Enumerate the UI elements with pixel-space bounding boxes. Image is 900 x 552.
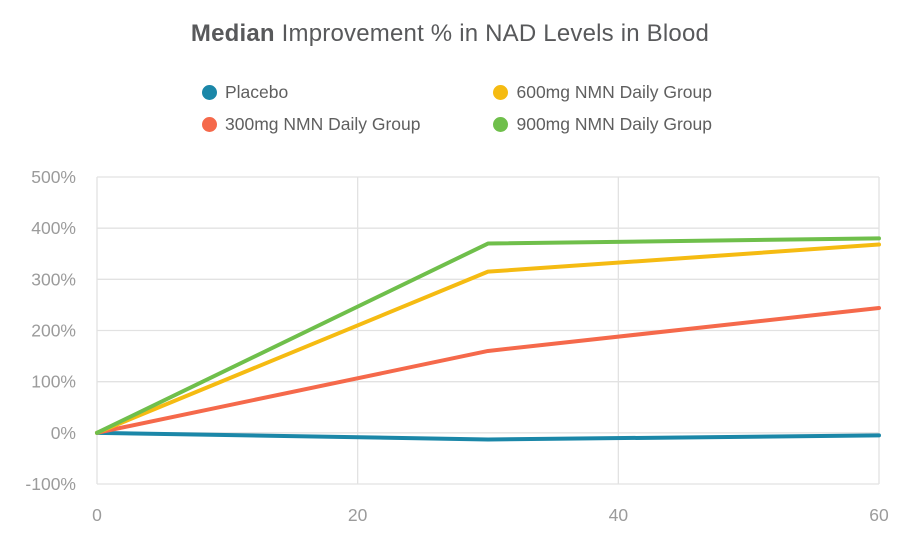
legend-color-dot (202, 85, 217, 100)
y-tick-label: 100% (31, 372, 76, 392)
y-tick-label: 400% (31, 218, 76, 238)
x-tick-label: 20 (348, 505, 368, 525)
x-tick-label: 60 (869, 505, 889, 525)
chart-title-emphasis: Median (190, 20, 275, 47)
y-tick-label: -100% (25, 474, 76, 494)
legend-color-dot (202, 117, 217, 132)
chart-legend: Placebo 300mg NMN Daily Group 600mg NMN Da… (202, 82, 712, 135)
chart-title-rest: Improvement % in NAD Levels in Blood (274, 20, 710, 47)
legend-item-600mg-nmn-daily-group: 600mg NMN Daily Group (493, 82, 712, 103)
series-line-300mg-nmn-daily-group (95, 305, 881, 435)
series-line-900mg-nmn-daily-group (95, 236, 881, 435)
chart-title: Median Improvement % in NAD Levels in Bl… (0, 20, 900, 48)
legend-label: 900mg NMN Daily Group (516, 114, 712, 134)
legend-label: 600mg NMN Daily Group (516, 82, 712, 102)
legend-label: 300mg NMN Daily Group (225, 114, 421, 134)
legend-item-placebo: Placebo (202, 82, 420, 103)
y-tick-label: 300% (31, 269, 76, 289)
legend-color-dot (493, 85, 509, 100)
y-tick-label: 200% (31, 321, 76, 341)
legend-label: Placebo (225, 82, 289, 102)
series-line-placebo (95, 430, 881, 442)
legend-item-900mg-nmn-daily-group: 900mg NMN Daily Group (493, 114, 712, 135)
y-tick-label: 0% (51, 423, 76, 443)
y-tick-label: 500% (31, 167, 76, 187)
x-tick-label: 40 (609, 505, 629, 525)
legend-color-dot (493, 117, 509, 132)
legend-item-300mg-nmn-daily-group: 300mg NMN Daily Group (202, 114, 420, 135)
x-tick-label: 0 (92, 505, 102, 525)
series-line-600mg-nmn-daily-group (95, 242, 881, 435)
